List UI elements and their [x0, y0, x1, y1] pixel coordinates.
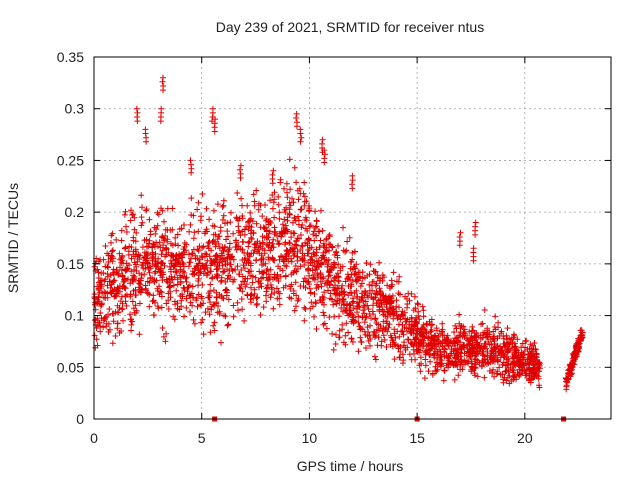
x-axis-label: GPS time / hours: [297, 458, 404, 474]
y-tick-label: 0.35: [57, 49, 84, 65]
y-tick-label: 0.3: [65, 101, 85, 117]
y-tick-label: 0: [76, 411, 84, 427]
chart-title: Day 239 of 2021, SRMTID for receiver ntu…: [216, 19, 484, 35]
y-tick-label: 0.05: [57, 359, 84, 375]
data-points: [91, 74, 586, 422]
y-tick-label: 0.2: [65, 204, 85, 220]
plot-frame: [93, 56, 612, 420]
x-axis-ticks: 0 5 10 15 20: [90, 57, 533, 446]
y-axis-label: SRMTID / TECUs: [5, 183, 21, 293]
y-tick-label: 0.1: [65, 308, 85, 324]
x-tick-label: 15: [409, 430, 425, 446]
y-tick-label: 0.25: [57, 152, 84, 168]
y-axis-ticks: 0 0.05 0.1 0.15 0.2 0.25 0.3 0.35: [57, 49, 611, 427]
x-tick-label: 20: [517, 430, 533, 446]
x-tick-label: 5: [198, 430, 206, 446]
x-tick-label: 10: [302, 430, 318, 446]
x-tick-label: 0: [90, 430, 98, 446]
y-tick-label: 0.15: [57, 256, 84, 272]
scatter-points: [91, 74, 586, 393]
